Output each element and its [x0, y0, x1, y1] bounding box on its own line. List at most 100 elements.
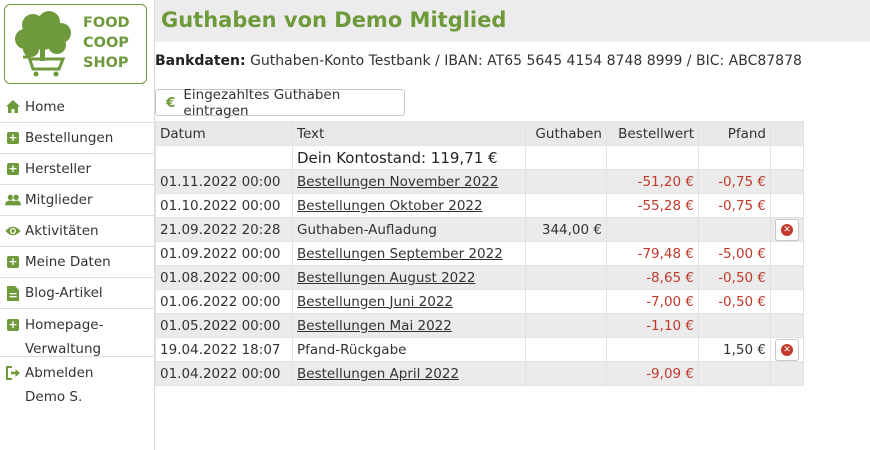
- cell-datum: 01.11.2022 00:00: [155, 169, 293, 194]
- column-header-bestellwert[interactable]: Bestellwert: [606, 121, 699, 146]
- page-title: Guthaben von Demo Mitglied: [161, 8, 507, 32]
- nav-item-abmelden[interactable]: Abmelden Demo S.: [0, 356, 154, 405]
- nav-item-label: Mitglieder: [25, 192, 93, 208]
- delete-button[interactable]: ✕: [775, 338, 799, 361]
- cell-guthaben: [525, 361, 607, 386]
- table-row: 01.09.2022 00:00 Bestellungen September …: [155, 241, 804, 266]
- logo-text-shop: SHOP: [83, 55, 129, 71]
- cell-bestellwert: -7,00 €: [606, 289, 699, 314]
- document-icon: [5, 285, 21, 301]
- column-header-guthaben[interactable]: Guthaben: [525, 121, 607, 146]
- cell-guthaben: [525, 289, 607, 314]
- cell-pfand: [698, 217, 771, 242]
- nav-item-label: Blog-Artikel: [25, 285, 103, 301]
- order-link[interactable]: Bestellungen Oktober 2022: [297, 197, 483, 214]
- nav-item-label: Hersteller: [25, 161, 91, 177]
- logo-text-coop: COOP: [83, 35, 129, 51]
- cell-text: Bestellungen Mai 2022: [292, 313, 526, 338]
- table-row: 19.04.2022 18:07 Pfand-Rückgabe 1,50 € ✕: [155, 337, 804, 362]
- cell-pfand: [698, 313, 771, 338]
- column-header-pfand[interactable]: Pfand: [698, 121, 771, 146]
- logo[interactable]: FOOD COOP SHOP: [4, 4, 147, 84]
- cell-text: Bestellungen September 2022: [292, 241, 526, 266]
- account-balance: Dein Kontostand: 119,71 €: [292, 145, 526, 170]
- cell-pfand: [698, 361, 771, 386]
- column-header-actions: [770, 121, 804, 146]
- add-credit-button[interactable]: € Eingezahltes Guthaben eintragen: [155, 86, 405, 119]
- cell-text: Guthaben-Aufladung: [292, 217, 526, 242]
- cell-bestellwert: -8,65 €: [606, 265, 699, 290]
- order-link[interactable]: Bestellungen September 2022: [297, 245, 503, 262]
- cell-text: Pfand-Rückgabe: [292, 337, 526, 362]
- plus-square-icon: +: [7, 162, 19, 175]
- cell-guthaben: [525, 241, 607, 266]
- cell-text: Bestellungen Oktober 2022: [292, 193, 526, 218]
- tree-cart-logo-icon: [15, 11, 71, 77]
- plus-square-icon: +: [7, 318, 19, 331]
- column-header-datum[interactable]: Datum: [155, 121, 293, 146]
- nav-item-label: Home: [25, 98, 65, 115]
- cell-guthaben: [525, 169, 607, 194]
- cell-bestellwert: -55,28 €: [606, 193, 699, 218]
- cell-guthaben: [525, 265, 607, 290]
- nav-item-label-line1: Abmelden: [25, 365, 94, 381]
- cell-text: Bestellungen Juni 2022: [292, 289, 526, 314]
- table-row: 01.05.2022 00:00 Bestellungen Mai 2022 -…: [155, 313, 804, 338]
- nav-item-mitglieder[interactable]: Mitglieder: [0, 184, 154, 215]
- cell-datum: 01.09.2022 00:00: [155, 241, 293, 266]
- order-link[interactable]: Bestellungen August 2022: [297, 269, 476, 286]
- main-navigation: Home + Bestellungen + Hersteller Mitglie…: [0, 91, 154, 405]
- nav-item-homepage-verwaltung[interactable]: + Homepage- Verwaltung: [0, 308, 154, 357]
- table-row: 01.04.2022 00:00 Bestellungen April 2022…: [155, 361, 804, 386]
- delete-button[interactable]: ✕: [775, 218, 799, 241]
- cell-guthaben: 344,00 €: [525, 217, 607, 242]
- cell-bestellwert: -51,20 €: [606, 169, 699, 194]
- cell-text: Bestellungen August 2022: [292, 265, 526, 290]
- table-row: 01.08.2022 00:00 Bestellungen August 202…: [155, 265, 804, 290]
- order-link[interactable]: Bestellungen April 2022: [297, 365, 460, 382]
- cell-bestellwert: -9,09 €: [606, 361, 699, 386]
- plus-square-icon: +: [7, 255, 19, 268]
- cell-bestellwert: -1,10 €: [606, 313, 699, 338]
- cell-pfand: -0,50 €: [698, 289, 771, 314]
- nav-item-bestellungen[interactable]: + Bestellungen: [0, 122, 154, 153]
- table-row: 01.10.2022 00:00 Bestellungen Oktober 20…: [155, 193, 804, 218]
- nav-item-blog-artikel[interactable]: Blog-Artikel: [0, 277, 154, 308]
- cell-datum: 01.08.2022 00:00: [155, 265, 293, 290]
- order-link[interactable]: Bestellungen Juni 2022: [297, 293, 454, 310]
- delete-icon: ✕: [781, 223, 793, 236]
- cell-bestellwert: [606, 217, 699, 242]
- cell-guthaben: [525, 313, 607, 338]
- cell-pfand: 1,50 €: [698, 337, 771, 362]
- add-credit-button-label: Eingezahltes Guthaben eintragen: [183, 86, 341, 119]
- sign-out-icon: [5, 365, 21, 381]
- nav-item-hersteller[interactable]: + Hersteller: [0, 153, 154, 184]
- cell-guthaben: [525, 193, 607, 218]
- cell-actions: ✕: [770, 217, 804, 242]
- euro-icon: €: [166, 94, 176, 111]
- cell-bestellwert: [606, 337, 699, 362]
- page-header: Guthaben von Demo Mitglied: [155, 0, 870, 42]
- logo-text-food: FOOD: [83, 15, 130, 31]
- column-header-text[interactable]: Text: [292, 121, 526, 146]
- nav-item-meine-daten[interactable]: + Meine Daten: [0, 246, 154, 277]
- bank-details: Guthaben-Konto Testbank / IBAN: AT65 564…: [250, 53, 802, 69]
- cell-pfand: -0,75 €: [698, 193, 771, 218]
- nav-item-label-line1: Homepage-: [25, 317, 104, 333]
- nav-item-aktivitaeten[interactable]: Aktivitäten: [0, 215, 154, 246]
- order-link[interactable]: Bestellungen November 2022: [297, 173, 499, 190]
- table-row: 21.09.2022 20:28 Guthaben-Aufladung 344,…: [155, 217, 804, 242]
- balance-row: Dein Kontostand: 119,71 €: [155, 145, 804, 170]
- cell-guthaben: [525, 337, 607, 362]
- delete-icon: ✕: [781, 343, 793, 356]
- table-row: 01.11.2022 00:00 Bestellungen November 2…: [155, 169, 804, 194]
- credit-table: Datum Text Guthaben Bestellwert Pfand De…: [155, 121, 804, 386]
- cell-text: Bestellungen April 2022: [292, 361, 526, 386]
- nav-item-home[interactable]: Home: [0, 91, 154, 122]
- cell-datum: 01.05.2022 00:00: [155, 313, 293, 338]
- users-icon: [5, 192, 21, 208]
- cell-datum: 01.10.2022 00:00: [155, 193, 293, 218]
- home-icon: [5, 99, 21, 115]
- order-link[interactable]: Bestellungen Mai 2022: [297, 317, 452, 334]
- table-row: 01.06.2022 00:00 Bestellungen Juni 2022 …: [155, 289, 804, 314]
